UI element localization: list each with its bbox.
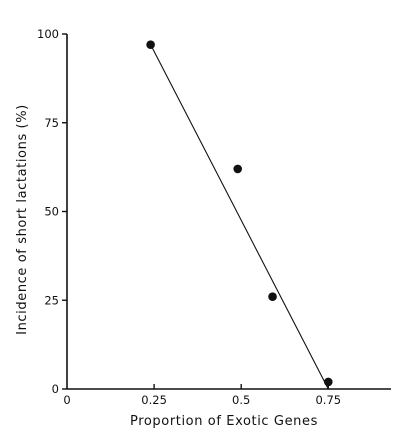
data-point bbox=[146, 40, 155, 49]
y-tick-label: 0 bbox=[52, 382, 59, 396]
y-axis-label: Incidence of short lactations (%) bbox=[15, 104, 30, 335]
x-tick-label: 0 bbox=[63, 393, 70, 407]
y-tick-label: 100 bbox=[37, 27, 59, 41]
data-point bbox=[233, 164, 243, 174]
x-tick-label: 0.75 bbox=[315, 393, 341, 407]
x-tick-label: 0.25 bbox=[141, 393, 167, 407]
data-point bbox=[268, 292, 277, 302]
y-tick-label: 25 bbox=[44, 293, 59, 307]
x-tick-label: 0.5 bbox=[232, 393, 250, 407]
trend-line bbox=[150, 44, 329, 390]
y-tick-label: 50 bbox=[44, 205, 59, 219]
data-marks bbox=[146, 40, 333, 390]
x-axis-label: Proportion of Exotic Genes bbox=[130, 414, 318, 429]
data-point bbox=[323, 377, 333, 387]
axes bbox=[66, 34, 391, 390]
y-tick-label: 75 bbox=[44, 116, 59, 130]
ticks: 0 25 50 75 100 0 0.25 0.5 0.75 bbox=[37, 27, 341, 407]
